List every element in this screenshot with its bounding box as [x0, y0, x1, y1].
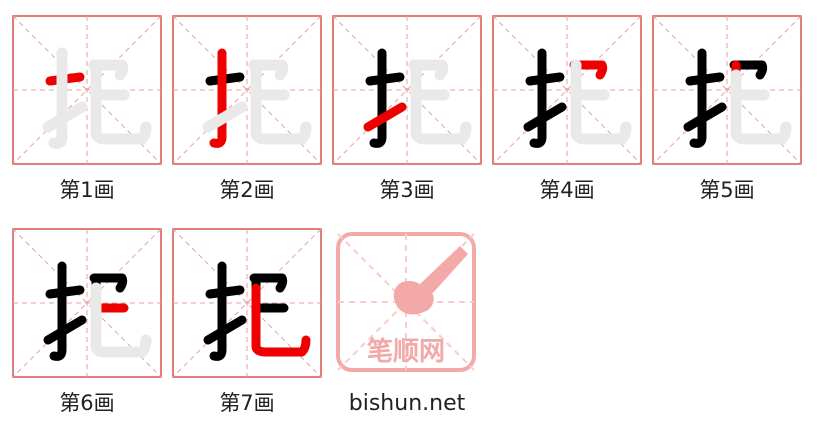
stroke-done — [369, 48, 387, 148]
stroke-ghost — [202, 101, 248, 133]
stroke-done — [249, 273, 288, 293]
stroke-current — [363, 102, 407, 132]
guide-line — [492, 15, 642, 165]
stroke-ghost — [90, 69, 152, 145]
stroke-done — [683, 102, 727, 132]
stroke-done — [529, 48, 547, 148]
guide-line — [12, 228, 162, 378]
stroke-done — [49, 261, 67, 361]
step-label: 第5画 — [699, 178, 755, 202]
step-label: 第4画 — [539, 178, 595, 202]
stroke-step-1 — [12, 15, 162, 165]
stroke-done — [203, 315, 247, 345]
stroke-ghost — [48, 47, 68, 149]
stroke-done — [689, 48, 707, 148]
stroke-current — [569, 60, 608, 80]
step-label: 第2画 — [219, 178, 275, 202]
step-label: 第1画 — [59, 178, 115, 202]
guide-line — [652, 15, 802, 165]
guide-line — [12, 15, 162, 165]
guide-line — [172, 15, 322, 165]
stroke-ghost — [410, 69, 472, 145]
stroke-current — [251, 283, 311, 357]
stroke-done — [89, 273, 128, 293]
guide-line — [332, 15, 482, 165]
stroke-step-4 — [492, 15, 642, 165]
stroke-done — [43, 315, 87, 345]
site-url: bishun.net — [348, 391, 466, 416]
stroke-done — [209, 261, 227, 361]
stroke-done — [729, 60, 768, 80]
stroke-ghost — [570, 69, 632, 145]
stroke-ghost — [90, 282, 152, 358]
stroke-step-3 — [332, 15, 482, 165]
bishun-logo: 笔顺网 — [336, 232, 476, 372]
stroke-ghost — [42, 101, 88, 133]
stroke-step-7 — [172, 228, 322, 378]
stroke-current — [209, 48, 227, 148]
stroke-ghost — [408, 59, 449, 81]
stroke-step-6 — [12, 228, 162, 378]
stroke-step-2 — [172, 15, 322, 165]
stroke-step-5 — [652, 15, 802, 165]
step-label: 第7画 — [219, 391, 275, 415]
stroke-ghost — [730, 69, 792, 145]
guide-line — [172, 228, 322, 378]
stroke-ghost — [248, 59, 289, 81]
brush-icon: 笔顺网 — [336, 232, 476, 372]
step-label: 第6画 — [59, 391, 115, 415]
logo-text: 笔顺网 — [367, 336, 445, 367]
stroke-done — [523, 102, 567, 132]
stroke-ghost — [88, 59, 129, 81]
stroke-ghost — [250, 69, 312, 145]
step-label: 第3画 — [379, 178, 435, 202]
